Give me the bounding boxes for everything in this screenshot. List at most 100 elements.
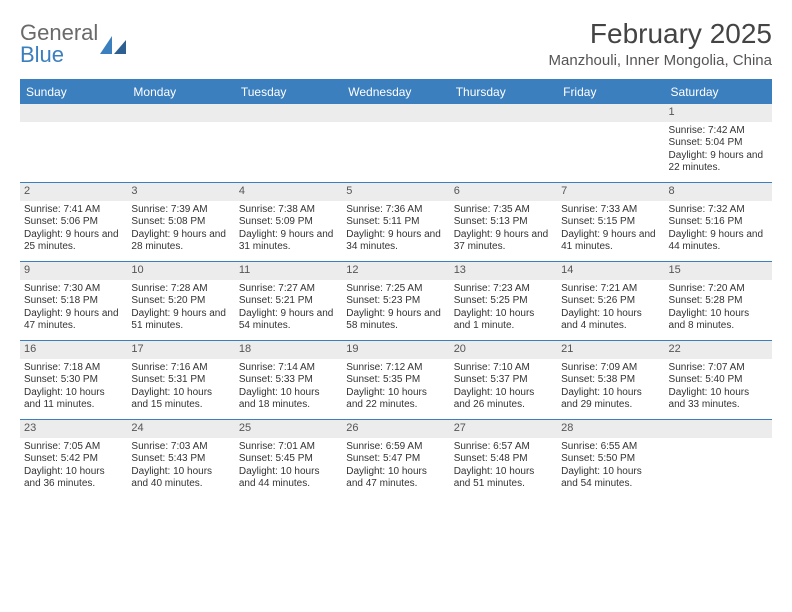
daylight-text: Daylight: 10 hours and 18 minutes. [239, 387, 338, 412]
sunrise-text: Sunrise: 7:41 AM [24, 204, 123, 217]
day-number: 11 [235, 262, 342, 280]
sunset-text: Sunset: 5:48 PM [454, 453, 553, 466]
day-number [450, 104, 557, 122]
day-number: 3 [127, 183, 234, 201]
daylight-text: Daylight: 10 hours and 44 minutes. [239, 466, 338, 491]
empty-cell [235, 104, 342, 182]
week-row: 2Sunrise: 7:41 AMSunset: 5:06 PMDaylight… [20, 182, 772, 261]
day-cell: 26 Sunrise: 6:59 AMSunset: 5:47 PMDayligh… [342, 420, 449, 498]
day-number: 12 [342, 262, 449, 280]
sunrise-text: Sunrise: 6:55 AM [561, 441, 660, 454]
sunrise-text: Sunrise: 7:14 AM [239, 362, 338, 375]
empty-cell [127, 104, 234, 182]
sunrise-text: Sunrise: 6:57 AM [454, 441, 553, 454]
daylight-text: Daylight: 9 hours and 28 minutes. [131, 229, 230, 254]
day-number: 7 [557, 183, 664, 201]
daylight-text: Daylight: 9 hours and 44 minutes. [669, 229, 768, 254]
daylight-text: Daylight: 9 hours and 41 minutes. [561, 229, 660, 254]
brand-line2: Blue [20, 44, 98, 66]
day-number [665, 420, 772, 438]
sunset-text: Sunset: 5:20 PM [131, 295, 230, 308]
day-cell: 9Sunrise: 7:30 AMSunset: 5:18 PMDaylight… [20, 262, 127, 340]
day-cell: 23Sunrise: 7:05 AMSunset: 5:42 PMDayligh… [20, 420, 127, 498]
dayhead-sun: Sunday [20, 81, 127, 103]
sunrise-text: Sunrise: 7:05 AM [24, 441, 123, 454]
week-row: 16Sunrise: 7:18 AMSunset: 5:30 PMDayligh… [20, 340, 772, 419]
sunset-text: Sunset: 5:06 PM [24, 216, 123, 229]
day-number: 10 [127, 262, 234, 280]
weeks-container: 1Sunrise: 7:42 AMSunset: 5:04 PMDaylight… [20, 103, 772, 498]
daylight-text: Daylight: 10 hours and 33 minutes. [669, 387, 768, 412]
day-cell: 22Sunrise: 7:07 AMSunset: 5:40 PMDayligh… [665, 341, 772, 419]
sunset-text: Sunset: 5:09 PM [239, 216, 338, 229]
daylight-text: Daylight: 9 hours and 54 minutes. [239, 308, 338, 333]
sunset-text: Sunset: 5:31 PM [131, 374, 230, 387]
sunrise-text: Sunrise: 7:23 AM [454, 283, 553, 296]
day-number: 16 [20, 341, 127, 359]
day-cell: 3Sunrise: 7:39 AMSunset: 5:08 PMDaylight… [127, 183, 234, 261]
sunrise-text: Sunrise: 6:59 AM [346, 441, 445, 454]
daylight-text: Daylight: 9 hours and 58 minutes. [346, 308, 445, 333]
daylight-text: Daylight: 10 hours and 47 minutes. [346, 466, 445, 491]
day-cell: 17Sunrise: 7:16 AMSunset: 5:31 PMDayligh… [127, 341, 234, 419]
day-number: 20 [450, 341, 557, 359]
day-number: 19 [342, 341, 449, 359]
sunrise-text: Sunrise: 7:07 AM [669, 362, 768, 375]
day-number: 14 [557, 262, 664, 280]
day-cell: 19Sunrise: 7:12 AMSunset: 5:35 PMDayligh… [342, 341, 449, 419]
sunset-text: Sunset: 5:21 PM [239, 295, 338, 308]
day-cell: 20Sunrise: 7:10 AMSunset: 5:37 PMDayligh… [450, 341, 557, 419]
sunset-text: Sunset: 5:23 PM [346, 295, 445, 308]
sunrise-text: Sunrise: 7:39 AM [131, 204, 230, 217]
week-row: 23Sunrise: 7:05 AMSunset: 5:42 PMDayligh… [20, 419, 772, 498]
day-cell: 18Sunrise: 7:14 AMSunset: 5:33 PMDayligh… [235, 341, 342, 419]
day-number: 4 [235, 183, 342, 201]
dayhead-wed: Wednesday [342, 81, 449, 103]
daylight-text: Daylight: 9 hours and 47 minutes. [24, 308, 123, 333]
sunset-text: Sunset: 5:13 PM [454, 216, 553, 229]
dayhead-sat: Saturday [665, 81, 772, 103]
day-number: 28 [557, 420, 664, 438]
empty-cell [20, 104, 127, 182]
sunrise-text: Sunrise: 7:18 AM [24, 362, 123, 375]
header: General Blue February 2025 Manzhouli, In… [20, 18, 772, 69]
daylight-text: Daylight: 10 hours and 8 minutes. [669, 308, 768, 333]
sunrise-text: Sunrise: 7:28 AM [131, 283, 230, 296]
day-number: 26 [342, 420, 449, 438]
day-number: 8 [665, 183, 772, 201]
day-cell: 27Sunrise: 6:57 AMSunset: 5:48 PMDayligh… [450, 420, 557, 498]
daylight-text: Daylight: 9 hours and 25 minutes. [24, 229, 123, 254]
day-number [342, 104, 449, 122]
sunset-text: Sunset: 5:25 PM [454, 295, 553, 308]
day-cell: 11Sunrise: 7:27 AMSunset: 5:21 PMDayligh… [235, 262, 342, 340]
dayhead-fri: Friday [557, 81, 664, 103]
day-number [235, 104, 342, 122]
sunrise-text: Sunrise: 7:32 AM [669, 204, 768, 217]
day-cell: 2Sunrise: 7:41 AMSunset: 5:06 PMDaylight… [20, 183, 127, 261]
day-cell: 13Sunrise: 7:23 AMSunset: 5:25 PMDayligh… [450, 262, 557, 340]
day-cell: 5Sunrise: 7:36 AMSunset: 5:11 PMDaylight… [342, 183, 449, 261]
day-number: 21 [557, 341, 664, 359]
sunset-text: Sunset: 5:28 PM [669, 295, 768, 308]
daylight-text: Daylight: 10 hours and 51 minutes. [454, 466, 553, 491]
daylight-text: Daylight: 10 hours and 4 minutes. [561, 308, 660, 333]
day-cell: 28 Sunrise: 6:55 AMSunset: 5:50 PMDayligh… [557, 420, 664, 498]
dayhead-mon: Monday [127, 81, 234, 103]
sunrise-text: Sunrise: 7:01 AM [239, 441, 338, 454]
day-number: 23 [20, 420, 127, 438]
sunset-text: Sunset: 5:47 PM [346, 453, 445, 466]
sunrise-text: Sunrise: 7:42 AM [669, 125, 768, 138]
dayhead-tue: Tuesday [235, 81, 342, 103]
day-cell: 1Sunrise: 7:42 AMSunset: 5:04 PMDaylight… [665, 104, 772, 182]
dayhead-thu: Thursday [450, 81, 557, 103]
daylight-text: Daylight: 9 hours and 51 minutes. [131, 308, 230, 333]
sunset-text: Sunset: 5:50 PM [561, 453, 660, 466]
daylight-text: Daylight: 10 hours and 54 minutes. [561, 466, 660, 491]
day-number: 13 [450, 262, 557, 280]
sunrise-text: Sunrise: 7:16 AM [131, 362, 230, 375]
day-number: 15 [665, 262, 772, 280]
sunrise-text: Sunrise: 7:21 AM [561, 283, 660, 296]
daylight-text: Daylight: 10 hours and 22 minutes. [346, 387, 445, 412]
sunrise-text: Sunrise: 7:12 AM [346, 362, 445, 375]
day-number: 18 [235, 341, 342, 359]
